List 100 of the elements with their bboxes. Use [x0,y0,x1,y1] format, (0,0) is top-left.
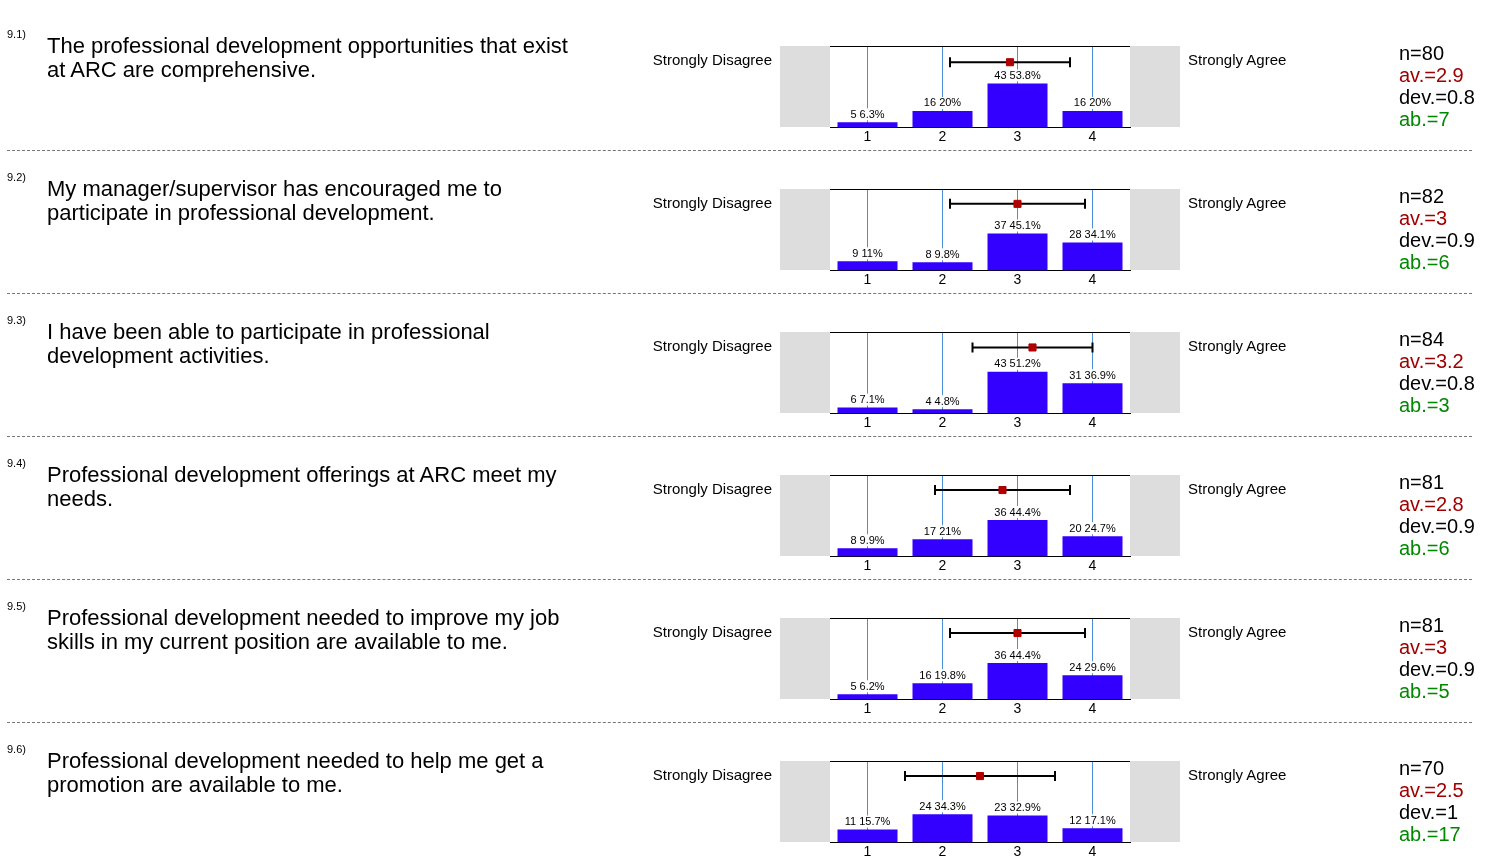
x-tick-label: 4 [1088,843,1097,860]
text: dev.=1 [1399,801,1460,823]
bar [837,548,898,557]
text: n=81 [1399,471,1446,493]
data-label: 9 11% [852,246,883,259]
x-tick-label: 3 [1013,700,1022,717]
data-label: 43 53.8% [994,69,1041,82]
text: Professional development needed to improve my job skills in my current position are available to me. [47,605,561,654]
text: Strongly Disagree [652,623,772,640]
bar [837,829,898,843]
x-tick-label: 2 [938,843,947,860]
bar [987,815,1048,843]
x-tick-label: 3 [1013,128,1022,145]
text: n=84 [1399,328,1446,350]
bar [1062,242,1123,271]
text: 9.3) [7,314,26,326]
data-label: 28 34.1% [1069,228,1116,240]
text: ab.=5 [1399,680,1451,702]
x-tick-label: 2 [938,128,947,145]
data-label: 24 29.6% [1069,660,1116,673]
data-label: 5 6.3% [850,107,885,120]
data-label: 37 45.1% [994,219,1041,232]
text: Strongly Agree [1188,766,1287,783]
x-tick-label: 2 [938,557,947,574]
x-tick-label: 1 [863,843,872,860]
data-label: 17 21% [923,524,962,537]
x-tick-label: 3 [1013,843,1022,860]
x-tick-label: 4 [1088,700,1097,717]
text: Strongly Disagree [652,337,772,354]
data-label: 23 32.9% [994,801,1041,814]
x-tick-label: 3 [1013,557,1022,574]
bar [1062,383,1123,414]
text: I have been able to participate in professional development activities. [47,319,491,368]
text: 9.2) [7,171,26,183]
data-label: 43 51.2% [994,357,1041,370]
text: av.=3.2 [1399,350,1465,372]
x-tick-label: 2 [938,414,947,431]
data-label: 16 20% [1073,96,1112,109]
data-label: 16 19.8% [919,668,966,681]
text: ab.=7 [1399,108,1451,130]
bar [1062,828,1123,843]
data-label: 31 36.9% [1069,368,1116,381]
text: av.=2.5 [1399,779,1464,801]
text: Strongly Agree [1188,51,1287,68]
text: My manager/supervisor has encouraged me to participate in professional development. [47,176,503,225]
data-label: 4 4.8% [925,394,960,407]
x-tick-label: 1 [863,128,872,145]
text: dev.=0.9 [1399,658,1475,680]
data-label: 12 17.1% [1069,813,1116,826]
text: ab.=3 [1399,394,1451,416]
bar [1062,675,1123,700]
text: n=80 [1399,42,1446,64]
x-tick-label: 3 [1013,414,1022,431]
text: av.=3 [1399,636,1448,658]
x-tick-label: 1 [863,271,872,288]
x-tick-label: 4 [1088,128,1097,145]
text: Professional development offerings at ARC meet my needs. [47,462,558,511]
x-tick-label: 1 [863,700,872,717]
x-tick-label: 4 [1088,557,1097,574]
text: ab.=6 [1399,251,1451,273]
bar [912,409,973,414]
text: n=70 [1399,757,1446,779]
text: 9.1) [7,28,26,40]
text: n=81 [1399,614,1446,636]
data-label: 8 9.9% [850,533,885,546]
text: 9.5) [7,600,26,612]
text: dev.=0.8 [1399,372,1475,394]
bar [987,371,1048,414]
text: dev.=0.8 [1399,86,1475,108]
data-label: 36 44.4% [994,505,1041,518]
data-label: 24 34.3% [919,799,966,812]
text: Strongly Disagree [652,51,772,68]
data-label: 5 6.2% [850,679,885,692]
text: 9.4) [7,457,26,469]
text: Strongly Agree [1188,623,1287,640]
text: The professional development opportunities that exist at ARC are comprehensive. [47,33,569,82]
x-tick-label: 1 [863,414,872,431]
data-label: 11 15.7% [844,814,891,827]
text: ab.=6 [1399,537,1451,559]
text: Strongly Disagree [652,766,772,783]
data-label: 8 9.8% [925,247,960,260]
bar [837,694,898,700]
x-tick-label: 4 [1088,414,1097,431]
bar [987,520,1048,557]
x-tick-label: 4 [1088,271,1097,288]
text: dev.=0.9 [1399,229,1475,251]
text: av.=3 [1399,207,1448,229]
x-tick-label: 2 [938,700,947,717]
data-label: 36 44.4% [994,648,1041,661]
bar [912,262,973,271]
text: av.=2.8 [1399,493,1465,515]
text: Strongly Agree [1188,194,1287,211]
bar [912,683,973,700]
text: Strongly Agree [1188,480,1287,497]
bar [987,233,1048,271]
text: Strongly Agree [1188,337,1287,354]
bar [1062,536,1123,557]
bar [912,539,973,557]
text: 9.6) [7,743,26,755]
text: dev.=0.9 [1399,515,1475,537]
